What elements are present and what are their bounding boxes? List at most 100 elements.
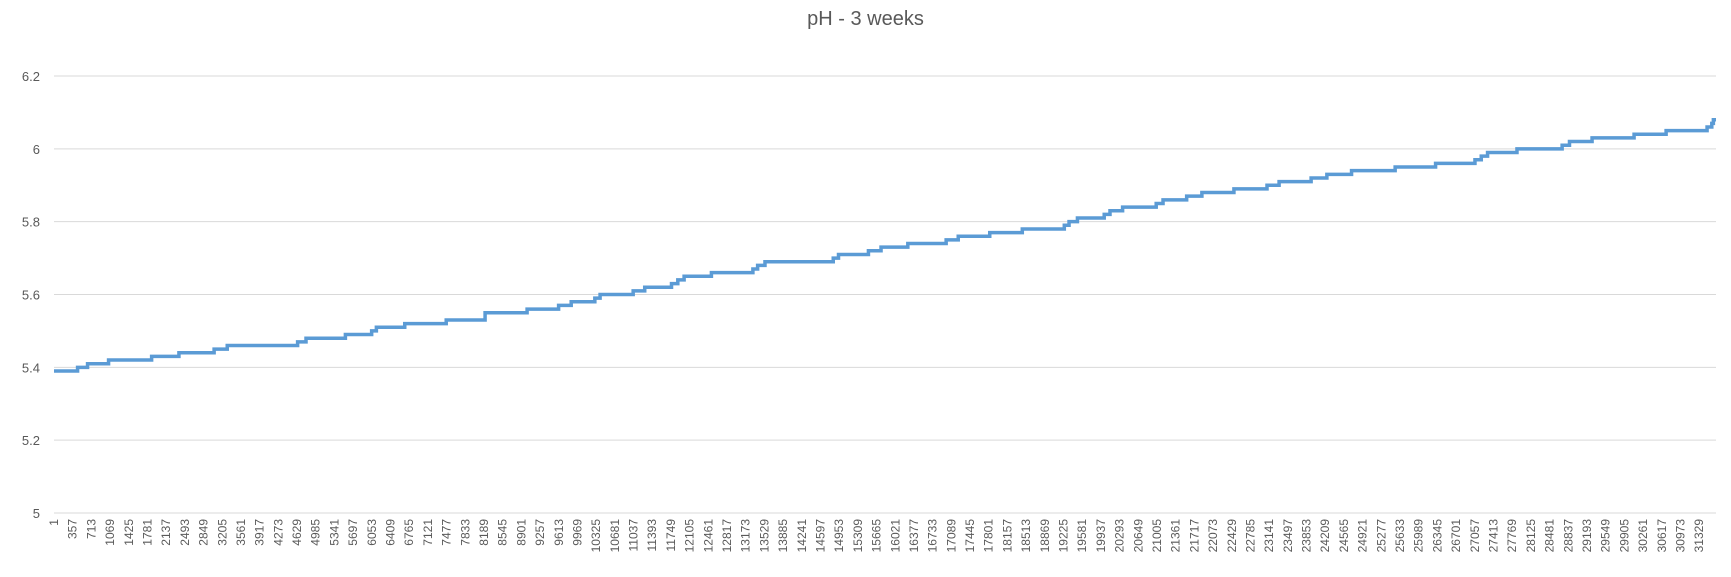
x-tick-label: 4985 bbox=[309, 519, 323, 546]
x-tick-label: 22785 bbox=[1243, 519, 1257, 553]
x-tick-label: 25633 bbox=[1393, 519, 1407, 553]
x-tick-label: 8901 bbox=[514, 519, 528, 546]
y-tick-label: 6.2 bbox=[22, 69, 40, 84]
x-tick-label: 29905 bbox=[1617, 519, 1631, 553]
y-tick-label: 6 bbox=[33, 142, 40, 157]
x-tick-label: 14241 bbox=[795, 519, 809, 553]
x-tick-label: 18157 bbox=[1000, 519, 1014, 553]
x-tick-label: 9257 bbox=[533, 519, 547, 546]
x-tick-label: 17089 bbox=[944, 519, 958, 553]
x-tick-label: 28481 bbox=[1543, 519, 1557, 553]
x-tick-label: 11749 bbox=[664, 519, 678, 552]
x-tick-label: 5341 bbox=[327, 519, 341, 546]
x-tick-label: 3917 bbox=[253, 519, 267, 546]
x-tick-label: 11037 bbox=[627, 519, 641, 552]
x-tick-label: 28837 bbox=[1561, 519, 1575, 553]
y-tick-label: 5.2 bbox=[22, 433, 40, 448]
x-tick-label: 14953 bbox=[832, 519, 846, 553]
x-tick-label: 8545 bbox=[496, 519, 510, 546]
x-tick-label: 1 bbox=[47, 519, 61, 526]
x-tick-label: 21361 bbox=[1169, 519, 1183, 553]
x-tick-label: 3205 bbox=[215, 519, 229, 546]
x-tick-label: 10681 bbox=[608, 519, 622, 553]
x-tick-label: 21717 bbox=[1187, 519, 1201, 553]
x-tick-label: 15665 bbox=[870, 519, 884, 553]
x-tick-label: 7477 bbox=[440, 519, 454, 546]
x-tick-label: 3561 bbox=[234, 519, 248, 546]
x-tick-label: 1069 bbox=[103, 519, 117, 546]
y-tick-label: 5.4 bbox=[22, 360, 40, 375]
x-tick-label: 27057 bbox=[1468, 519, 1482, 553]
x-tick-label: 22073 bbox=[1206, 519, 1220, 553]
series-line-ph bbox=[54, 117, 1716, 373]
chart-title: pH - 3 weeks bbox=[807, 8, 924, 30]
x-tick-label: 23853 bbox=[1300, 519, 1314, 553]
x-tick-label: 27769 bbox=[1505, 519, 1519, 553]
x-tick-label: 12105 bbox=[683, 519, 697, 553]
x-tick-label: 20293 bbox=[1113, 519, 1127, 553]
x-tick-label: 21005 bbox=[1150, 519, 1164, 553]
x-tick-label: 16377 bbox=[907, 519, 921, 553]
x-tick-label: 9613 bbox=[552, 519, 566, 546]
x-tick-label: 15309 bbox=[851, 519, 865, 553]
x-tick-label: 13885 bbox=[776, 519, 790, 553]
x-tick-label: 27413 bbox=[1487, 519, 1501, 553]
x-tick-label: 16021 bbox=[888, 519, 902, 553]
x-tick-label: 30973 bbox=[1673, 519, 1687, 553]
x-tick-label: 2493 bbox=[178, 519, 192, 546]
y-tick-label: 5 bbox=[33, 506, 40, 521]
x-tick-label: 2137 bbox=[159, 519, 173, 546]
x-tick-label: 4273 bbox=[271, 519, 285, 546]
x-tick-label: 19937 bbox=[1094, 519, 1108, 553]
y-tick-label: 5.6 bbox=[22, 288, 40, 303]
x-tick-label: 20649 bbox=[1131, 519, 1145, 553]
x-tick-label: 24921 bbox=[1356, 519, 1370, 553]
x-tick-label: 10325 bbox=[589, 519, 603, 553]
x-tick-label: 18513 bbox=[1019, 519, 1033, 553]
x-tick-label: 9969 bbox=[570, 519, 584, 546]
x-tick-label: 1425 bbox=[122, 519, 136, 546]
x-tick-label: 30261 bbox=[1636, 519, 1650, 553]
x-tick-label: 357 bbox=[66, 519, 80, 539]
x-tick-label: 17445 bbox=[963, 519, 977, 553]
x-tick-label: 13173 bbox=[739, 519, 753, 553]
x-tick-label: 5697 bbox=[346, 519, 360, 546]
x-tick-label: 24209 bbox=[1318, 519, 1332, 553]
x-tick-label: 24565 bbox=[1337, 519, 1351, 553]
x-tick-label: 6409 bbox=[384, 519, 398, 546]
x-tick-label: 4629 bbox=[290, 519, 304, 546]
x-tick-label: 16733 bbox=[926, 519, 940, 553]
x-tick-label: 11393 bbox=[645, 519, 659, 552]
y-tick-label: 5.8 bbox=[22, 215, 40, 230]
x-tick-label: 31329 bbox=[1692, 519, 1706, 553]
y-axis-ticks: 5 5.2 5.4 5.6 5.8 6 6.2 bbox=[22, 69, 40, 521]
x-tick-label: 2849 bbox=[197, 519, 211, 546]
x-tick-label: 8189 bbox=[477, 519, 491, 546]
x-tick-label: 29549 bbox=[1599, 519, 1613, 553]
x-tick-label: 26345 bbox=[1430, 519, 1444, 553]
x-tick-label: 713 bbox=[84, 519, 98, 539]
x-tick-label: 19581 bbox=[1075, 519, 1089, 553]
x-tick-label: 23141 bbox=[1262, 519, 1276, 553]
x-tick-label: 17801 bbox=[982, 519, 996, 553]
x-tick-label: 19225 bbox=[1057, 519, 1071, 553]
x-tick-label: 6765 bbox=[402, 519, 416, 546]
x-tick-label: 13529 bbox=[757, 519, 771, 553]
x-tick-label: 28125 bbox=[1524, 519, 1538, 553]
x-tick-label: 12461 bbox=[701, 519, 715, 553]
x-tick-label: 7121 bbox=[421, 519, 435, 546]
x-tick-label: 12817 bbox=[720, 519, 734, 553]
x-tick-label: 23497 bbox=[1281, 519, 1295, 553]
x-tick-label: 25277 bbox=[1374, 519, 1388, 553]
x-tick-label: 30617 bbox=[1655, 519, 1669, 553]
x-tick-label: 7833 bbox=[458, 519, 472, 546]
x-axis-ticks: 1 357 713 1069 1425 1781 2137 2493 2849 3205 3561 3… bbox=[47, 519, 1706, 553]
x-tick-label: 29193 bbox=[1580, 519, 1594, 553]
gridlines bbox=[54, 75, 1716, 514]
x-tick-label: 14597 bbox=[813, 519, 827, 553]
x-tick-label: 25989 bbox=[1412, 519, 1426, 553]
x-tick-label: 26701 bbox=[1449, 519, 1463, 553]
x-tick-label: 22429 bbox=[1225, 519, 1239, 553]
x-tick-label: 18869 bbox=[1038, 519, 1052, 553]
